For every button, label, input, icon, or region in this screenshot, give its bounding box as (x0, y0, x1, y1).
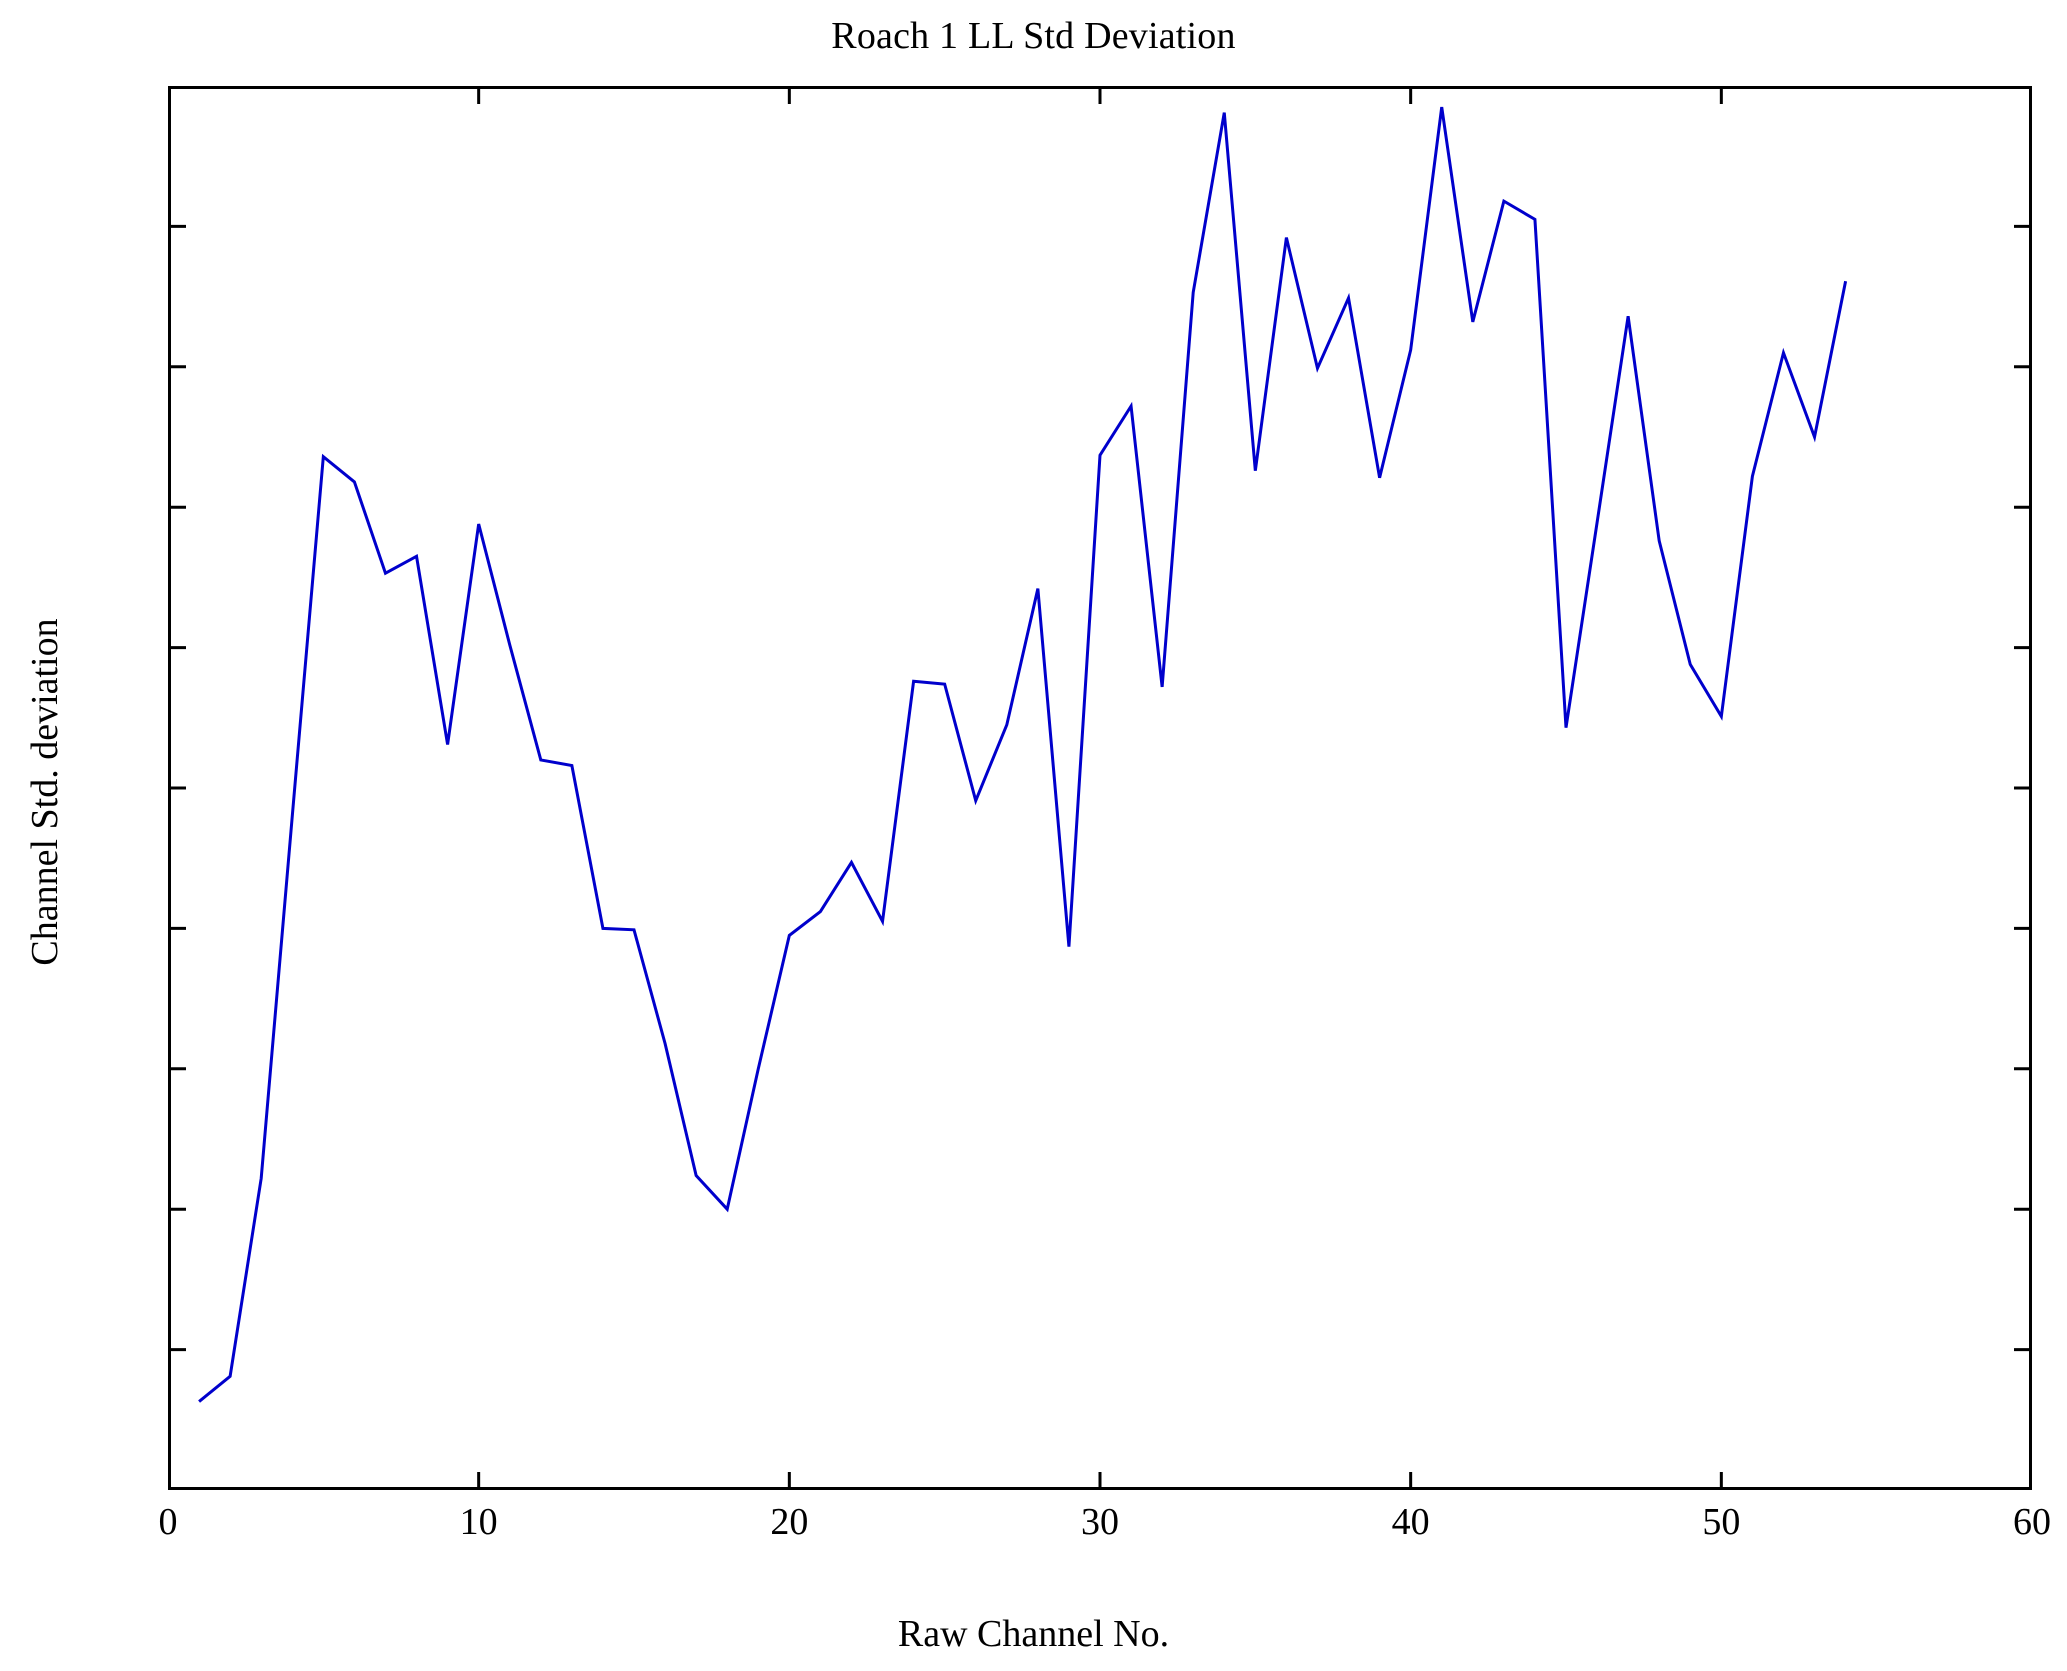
x-tick-label: 10 (459, 1501, 498, 1543)
tick-marks (168, 86, 2032, 1490)
y-axis-label: Channel Std. deviation (24, 618, 66, 966)
data-line-plot (168, 86, 2032, 1490)
x-tick-label: 60 (2013, 1501, 2051, 1543)
x-tick-label: 50 (1702, 1501, 1741, 1543)
x-tick-label: 0 (158, 1501, 178, 1543)
x-axis-label: Raw Channel No. (897, 1613, 1170, 1655)
x-tick-label: 20 (770, 1501, 809, 1543)
x-tick-label: 30 (1081, 1501, 1119, 1543)
data-series-line (198, 106, 1848, 1403)
x-tick-label: 40 (1391, 1501, 1430, 1543)
chart-title: Roach 1 LL Std Deviation (831, 15, 1236, 57)
plot-area (168, 86, 2032, 1490)
